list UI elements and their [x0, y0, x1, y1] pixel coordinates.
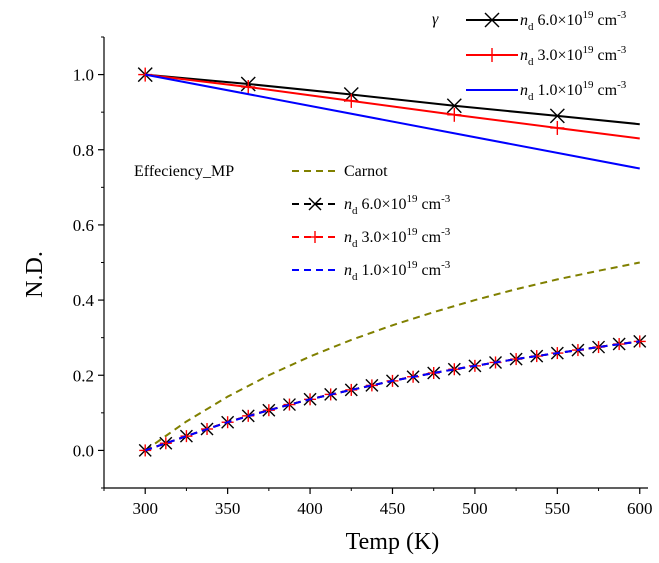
marker-plus — [309, 231, 321, 243]
legend-title: γ — [432, 11, 439, 28]
legend-label-part: 19 — [407, 193, 419, 205]
legend-label-part: d — [528, 91, 534, 103]
x-axis-title: Temp (K) — [346, 529, 440, 555]
series-line — [144, 340, 640, 452]
legend-label-part: cm — [418, 196, 442, 213]
x-tick-label: 600 — [627, 499, 653, 518]
legend-label-part: 3.0×10 — [534, 47, 583, 64]
legend-label-part: -3 — [441, 259, 451, 271]
legend-title: Effeciency_MP — [134, 163, 234, 180]
legend-label-part: n — [520, 82, 528, 99]
series-line — [145, 73, 640, 126]
legend-label-part: -3 — [617, 44, 627, 56]
legend-label-part: d — [528, 21, 534, 33]
series-gamma-2 — [145, 73, 640, 170]
legend-label: nd 6.0×1019 cm-3 — [344, 193, 451, 217]
marker-plus — [485, 48, 499, 62]
legend-label-part: d — [352, 238, 358, 250]
legend-label-part: n — [344, 229, 352, 246]
legend-label-part: 19 — [407, 259, 419, 271]
legend-label-part: -3 — [441, 226, 451, 238]
series-line — [144, 340, 640, 452]
legend-label-part: 3.0×10 — [358, 229, 407, 246]
legend-label-part: n — [344, 196, 352, 213]
legend-label-part: cm — [594, 82, 618, 99]
legend-label-part: 19 — [583, 9, 595, 21]
y-tick-label: 0.0 — [73, 441, 94, 460]
x-tick-label: 300 — [132, 499, 158, 518]
series-efficiency-4 — [138, 334, 647, 457]
legend-label-part: -3 — [617, 79, 627, 91]
series-line — [145, 73, 640, 140]
legend-label-part: cm — [594, 12, 618, 29]
marker-plus — [283, 398, 296, 411]
series-efficiency-5 — [139, 335, 646, 457]
legend-label-part: n — [520, 47, 528, 64]
x-tick-label: 500 — [462, 499, 488, 518]
y-tick-label: 0.2 — [73, 366, 94, 385]
marker-plus — [550, 120, 565, 135]
marker-plus — [180, 430, 193, 443]
y-tick-label: 1.0 — [73, 66, 94, 85]
marker-x — [484, 12, 500, 28]
legend-label-part: 19 — [407, 226, 419, 238]
legend-label-part: d — [352, 205, 358, 217]
legend-label-part: n — [520, 12, 528, 29]
x-tick-label: 350 — [215, 499, 241, 518]
axes: 300 350 400 450 500 550 600 0.0 0.2 0.4 0.6 0.8 1.0 — [73, 36, 653, 518]
x-tick-label: 400 — [297, 499, 323, 518]
legend-label-part: cm — [418, 229, 442, 246]
legend-label: nd 1.0×1019 cm-3 — [344, 259, 451, 283]
legend-layer: γ nd 6.0×1019 cm-3nd 3.0×1019 cm-3nd 1.0×… — [134, 9, 627, 283]
marker-plus — [241, 79, 256, 94]
legend-label-part: 19 — [583, 79, 595, 91]
marker-plus — [344, 93, 359, 108]
legend-label: nd 3.0×1019 cm-3 — [520, 44, 627, 68]
y-tick-label: 0.4 — [73, 291, 95, 310]
legend-label: Carnot — [344, 163, 388, 180]
legend-label-part: d — [528, 56, 534, 68]
legend-label-part: cm — [594, 47, 618, 64]
marker-plus — [262, 404, 275, 417]
series-line — [145, 73, 640, 170]
legend-label-part: 1.0×10 — [534, 82, 583, 99]
marker-x — [549, 108, 565, 124]
legend-gamma: γ nd 6.0×1019 cm-3nd 3.0×1019 cm-3nd 1.0×… — [432, 9, 627, 103]
legend-label-part: d — [352, 271, 358, 283]
marker-x — [308, 197, 322, 211]
y-tick-label: 0.8 — [73, 141, 94, 160]
y-axis-title: N.D. — [22, 251, 48, 298]
series-layer — [137, 67, 647, 457]
legend-label: nd 6.0×1019 cm-3 — [520, 9, 627, 33]
series-line — [144, 261, 640, 452]
marker-plus — [447, 107, 462, 122]
legend-label: nd 1.0×1019 cm-3 — [520, 79, 627, 103]
legend-label-part: cm — [418, 262, 442, 279]
legend-label-part: -3 — [441, 193, 451, 205]
legend-label-part: 6.0×10 — [358, 196, 407, 213]
x-tick-label: 450 — [380, 499, 406, 518]
y-tick-label: 0.6 — [73, 216, 94, 235]
marker-plus — [159, 437, 172, 450]
series-line — [144, 340, 640, 452]
legend-label: nd 3.0×1019 cm-3 — [344, 226, 451, 250]
series-efficiency-6 — [144, 340, 640, 452]
series-gamma-1 — [138, 67, 640, 140]
x-tick-label: 550 — [545, 499, 571, 518]
legend-label-part: -3 — [617, 9, 627, 21]
legend-label-part: 19 — [583, 44, 595, 56]
marker-x — [446, 98, 462, 114]
legend-label-part: 6.0×10 — [534, 12, 583, 29]
legend-label-part: 1.0×10 — [358, 262, 407, 279]
series-efficiency-3 — [144, 261, 640, 452]
legend-label-part: n — [344, 262, 352, 279]
